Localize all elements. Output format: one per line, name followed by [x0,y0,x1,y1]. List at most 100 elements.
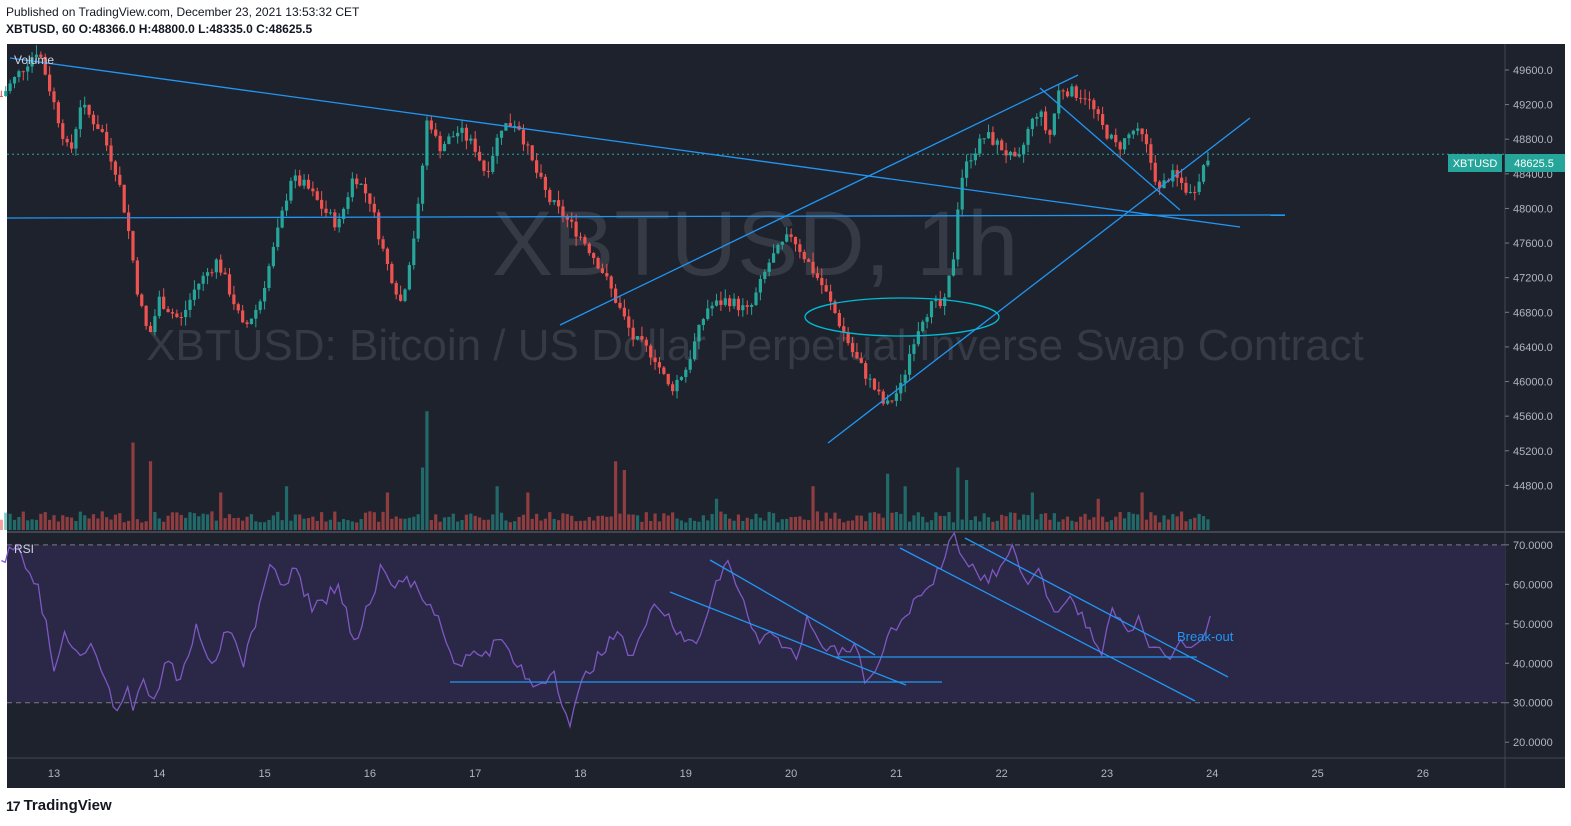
candle-body [828,291,833,302]
watermark-subtitle: XBTUSD: Bitcoin / US Dollar Perpetual In… [146,321,1364,370]
volume-bar [26,520,30,530]
candle-body [105,131,109,146]
candle-body [227,274,232,295]
volume-bar [140,522,144,530]
candle-body [578,236,583,238]
volume-bar [166,515,170,530]
volume-bar [324,521,328,530]
volume-bar [153,512,157,530]
candle-body [644,339,648,346]
candle-body [771,253,776,263]
x-tick-label: 23 [1101,768,1113,780]
candle-body [254,309,258,319]
volume-bar [148,461,153,530]
candle-body [609,276,613,289]
volume-bar [241,520,245,530]
candle-body [513,125,517,127]
volume-bar [1074,521,1078,530]
candle-body [811,261,815,274]
volume-bar [916,512,920,530]
trendline-horizontal-48000 [6,214,1286,219]
candle-body [271,246,275,267]
candle-body [346,197,350,209]
volume-bar [710,513,714,530]
candle-body [499,130,504,138]
volume-bar [1039,513,1043,530]
candle-body [438,135,442,152]
candle-body [1070,86,1074,97]
candle-body [1087,99,1092,101]
candle-body [135,260,139,295]
candle-body [921,321,925,332]
volume-bar [723,514,727,530]
candle-body [767,262,771,272]
price-tick-label: 45200.0 [1513,446,1553,458]
candle-body [815,273,820,278]
volume-bar [429,519,433,530]
candle-body [1083,98,1087,100]
volume-bar [333,511,337,530]
volume-bar [425,411,429,530]
candle-body [241,310,245,323]
price-tick-label: 49200.0 [1513,100,1553,112]
volume-bar [785,518,789,530]
volume-bar [258,522,262,530]
candle-body [377,212,381,240]
candle-body [679,377,684,380]
candle-body [372,203,376,213]
volume-bar [1136,514,1140,530]
trendlines[interactable] [6,57,1286,702]
candle-body [881,391,885,404]
volume-bar [649,520,653,530]
candle-body [991,132,995,145]
volume-bar [846,520,850,530]
candle-body [504,123,508,131]
volume-bar [1096,498,1100,530]
candle-body [903,374,907,383]
candle-body [1035,116,1039,119]
candle-body [837,312,841,327]
volume-bar [622,470,626,530]
volume-bar [868,512,872,530]
volume-bar [486,519,490,530]
volume-bar [328,519,333,530]
volume-bar [697,521,701,530]
volume-bar [578,520,583,530]
volume-bar [842,522,846,530]
watermark-title: XBTUSD, 1h [492,193,1019,295]
volume-bar [284,486,289,530]
volume-bar [815,511,820,530]
volume-bar [947,511,951,530]
volume-bar [921,516,925,530]
candle-body [263,287,267,302]
volume-bar [951,522,956,530]
candle-body [420,165,425,204]
volume-bar [583,520,587,530]
candle-body [640,336,644,340]
candle-body [157,296,161,317]
volume-bar [627,514,631,530]
candle-body [780,241,784,245]
candle-body [899,382,903,394]
volume-bar [78,511,82,530]
volume-bar [570,515,574,530]
candle-body [802,251,806,260]
x-tick-label: 18 [574,768,586,780]
volume-bar [521,514,526,530]
volume-bar [587,517,591,530]
candle-body [684,369,688,378]
candle-body [464,127,469,141]
volume-bar [960,519,964,530]
volume-bar [881,517,885,530]
price-tick-label: 48000.0 [1513,203,1553,215]
candle-body [1065,91,1070,97]
candle-body [39,54,43,57]
volume-bar [451,513,455,530]
volume-bar [236,517,240,530]
volume-bar [87,518,91,530]
volume-bar [609,516,613,530]
price-tick-label: 47600.0 [1513,238,1553,250]
candle-body [113,161,118,175]
candle-body [456,132,460,137]
